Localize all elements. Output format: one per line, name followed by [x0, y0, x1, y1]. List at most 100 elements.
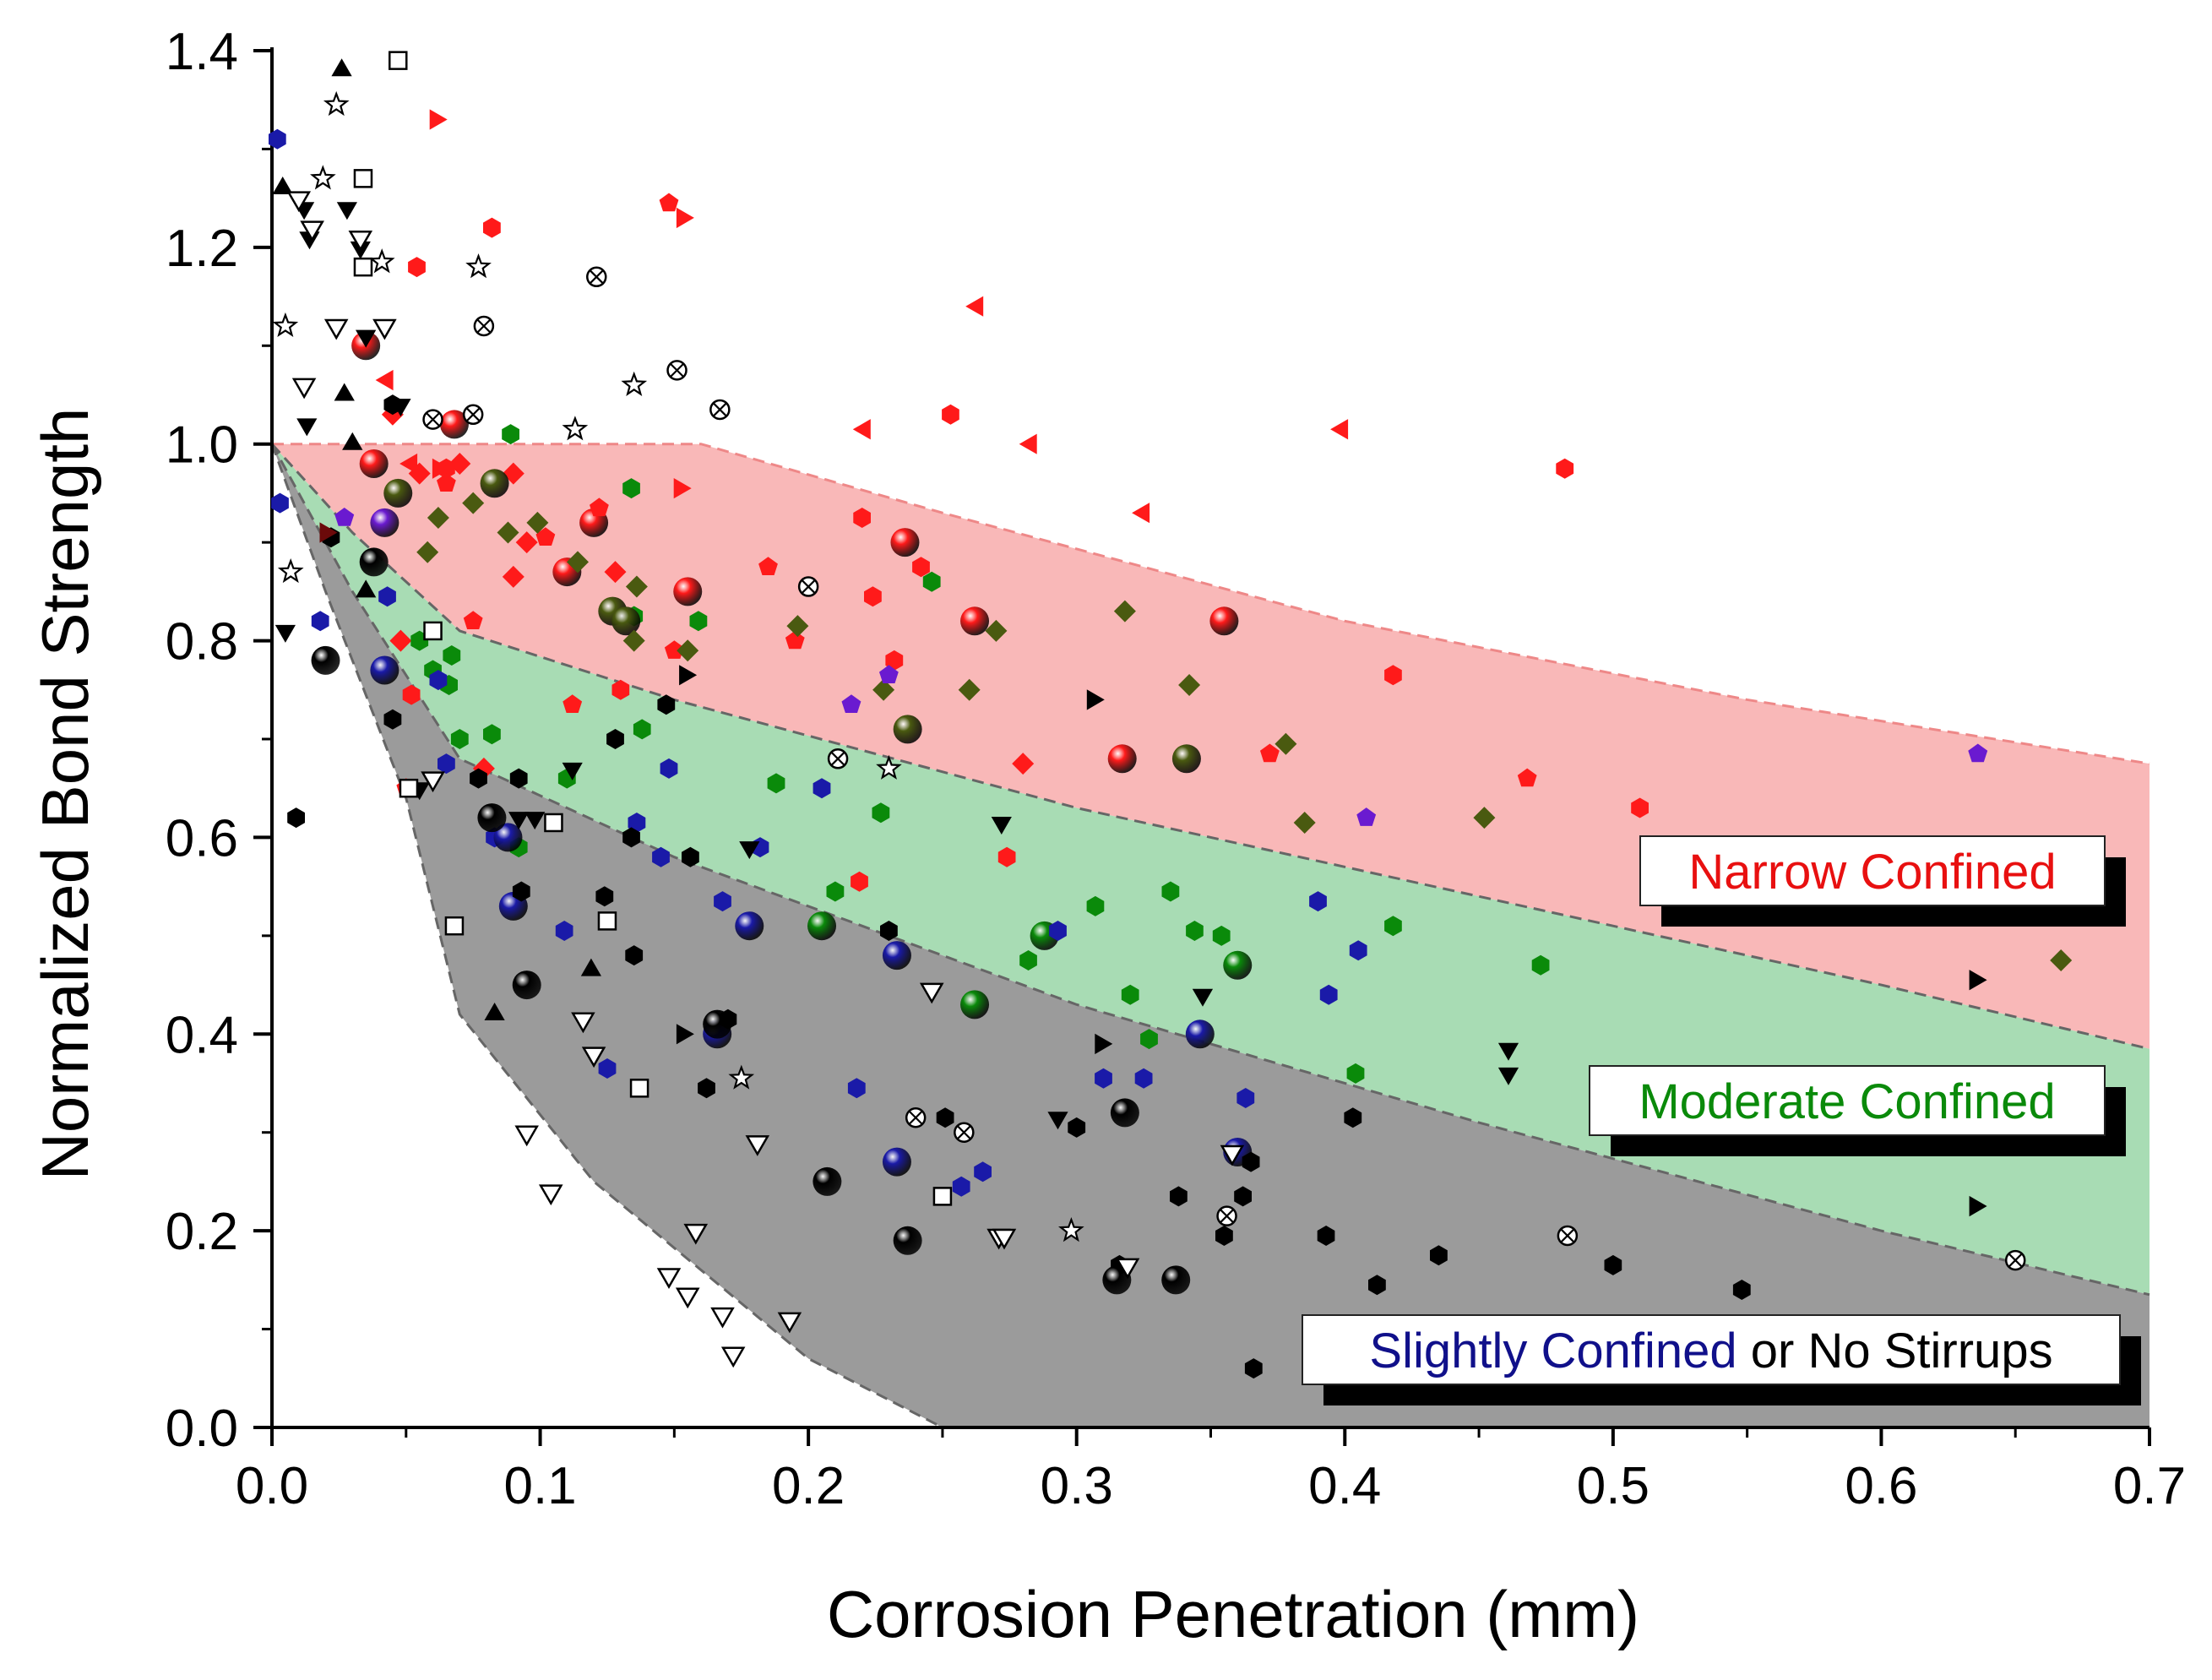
data-point-green-hexagon	[622, 478, 640, 499]
y-tick-label: 0.8	[166, 613, 238, 671]
data-point-red-tri-left	[1019, 433, 1037, 454]
band-narrow-confined-upper-edge	[272, 443, 2150, 765]
data-point-black-hexagon	[1068, 1117, 1086, 1138]
data-point-blue-hexagon	[1134, 1068, 1153, 1089]
data-point-red-tri-left	[965, 296, 984, 317]
data-point-green-hexagon	[767, 773, 785, 794]
band-moderate-confined-upper-edge	[270, 443, 2150, 1051]
data-point-blue-hexagon	[652, 846, 670, 867]
data-point-red-sphere	[890, 528, 920, 557]
data-point-blue-hexagon	[429, 670, 448, 691]
data-point-open-tri-down	[348, 230, 373, 252]
data-point-olive-diamond	[427, 507, 449, 529]
x-tick-label: 0.3	[1041, 1457, 1113, 1515]
data-point-black-tri-right	[676, 1024, 694, 1045]
axes: 0.0 0.1 0.2 0.3 0.4 0.5 0.6 0.7 0.0 0.2 0.4 0.6 0.8 1…	[166, 23, 2186, 1515]
data-point-olive-diamond	[567, 551, 589, 574]
data-point-blue-hexagon	[1319, 984, 1338, 1005]
x-tick-label: 0.2	[772, 1457, 845, 1515]
data-point-crossed-circle-cross	[2008, 1253, 2023, 1268]
data-point-red-pentagon	[535, 527, 556, 546]
data-point-open-square	[423, 621, 443, 641]
data-point-blue-hexagon	[269, 128, 286, 150]
data-point-black-tri-down	[274, 624, 296, 643]
data-point-black-tri-down	[524, 812, 546, 830]
data-point-open-star	[876, 754, 902, 780]
data-point-open-square	[353, 169, 373, 188]
data-point-black-tri-up	[331, 58, 352, 77]
data-point-purple	[334, 508, 355, 526]
data-point-crossed-circle-cross	[956, 1124, 972, 1140]
data-point-green-hexagon	[502, 424, 519, 445]
data-point-blue-hexagon	[271, 492, 289, 514]
data-point-olive-diamond	[677, 639, 699, 662]
data-point-red-hexagon	[1631, 797, 1649, 818]
data-point-red-hexagon	[402, 684, 421, 705]
data-point-blue-hexagon	[1095, 1068, 1112, 1089]
data-point-black-hexagon	[625, 945, 644, 966]
x-axis-title: Corrosion Penetration (mm)	[827, 1577, 1639, 1651]
data-point-black-sphere	[893, 1226, 922, 1255]
data-point-black-sphere	[512, 970, 541, 1000]
data-point-open-star	[368, 248, 395, 274]
data-point-green-hexagon	[450, 729, 469, 749]
x-tick-label: 0.1	[503, 1457, 576, 1515]
data-point-open-tri-down	[372, 318, 397, 340]
data-point-black-hexagon	[1170, 1186, 1188, 1207]
data-point-red-tri-left	[375, 369, 394, 391]
y-tick-label: 0.2	[166, 1203, 238, 1261]
data-point-red-diamond	[502, 565, 524, 588]
data-point-open-square	[353, 257, 373, 277]
data-point-red-tri-right	[429, 109, 448, 130]
x-tick-label: 0.6	[1845, 1457, 1917, 1515]
data-point-olive-sphere	[611, 606, 641, 636]
data-point-crossed-circle	[586, 266, 607, 288]
data-point-red-sphere	[1209, 606, 1239, 636]
data-point-red-hexagon	[1556, 458, 1574, 479]
data-point-open-square	[399, 778, 419, 798]
data-point-black-tri-up	[334, 383, 355, 401]
data-point-open-star	[465, 253, 492, 279]
data-point-black-hexagon	[512, 881, 530, 902]
data-point-open-star	[1058, 1216, 1084, 1242]
data-point-red-tri-right	[432, 458, 450, 479]
data-point-open-tri-down	[710, 1307, 735, 1329]
data-point-blue-hexagon	[311, 611, 329, 632]
data-point-red-pentagon	[1517, 768, 1537, 787]
data-point-black-hexagon	[1317, 1226, 1335, 1246]
data-point-black-hexagon	[287, 807, 305, 829]
data-point-green-sphere	[960, 990, 990, 1019]
data-point-black-hexagon	[657, 694, 676, 715]
data-point-blue-hexagon	[598, 1058, 617, 1079]
data-point-open-tri-down	[1220, 1144, 1245, 1166]
data-point-blue-hexagon	[628, 813, 646, 833]
data-point-blue-hexagon	[1309, 891, 1327, 912]
data-point-red-diamond	[1012, 753, 1035, 775]
data-point-black-tri-down	[296, 418, 318, 437]
data-point-crossed-circle	[1216, 1205, 1237, 1226]
data-point-green-sphere	[1223, 950, 1253, 980]
data-point-purple-sphere	[370, 508, 399, 537]
data-point-crossed-circle-cross	[476, 318, 492, 334]
data-point-black-tri-down	[562, 762, 583, 780]
data-point-black-sphere	[1161, 1265, 1191, 1295]
legend-label: Slightly Confined or No Stirrups	[1369, 1324, 2052, 1378]
data-point-green-hexagon	[922, 571, 941, 592]
data-point-open-star	[272, 312, 299, 338]
data-point-black-tri-up	[580, 958, 601, 976]
data-point-crossed-circle-cross	[712, 402, 728, 417]
data-point-black-hexagon	[509, 768, 528, 789]
data-point-blue-hexagon	[1236, 1088, 1255, 1108]
data-point-olive-diamond	[1473, 807, 1496, 829]
data-point-open-tri-down	[286, 191, 312, 213]
data-point-black-hexagon	[1344, 1107, 1362, 1128]
data-point-black-sphere	[703, 1009, 732, 1039]
data-point-crossed-circle	[462, 404, 484, 426]
data-point-black-tri-right	[1086, 689, 1105, 710]
data-point-green-hexagon	[1186, 921, 1204, 941]
data-point-open-tri-down	[777, 1312, 802, 1334]
data-point-olive-diamond	[872, 678, 895, 701]
data-point-olive-diamond	[462, 492, 485, 514]
data-point-crossed-circle	[473, 315, 495, 337]
